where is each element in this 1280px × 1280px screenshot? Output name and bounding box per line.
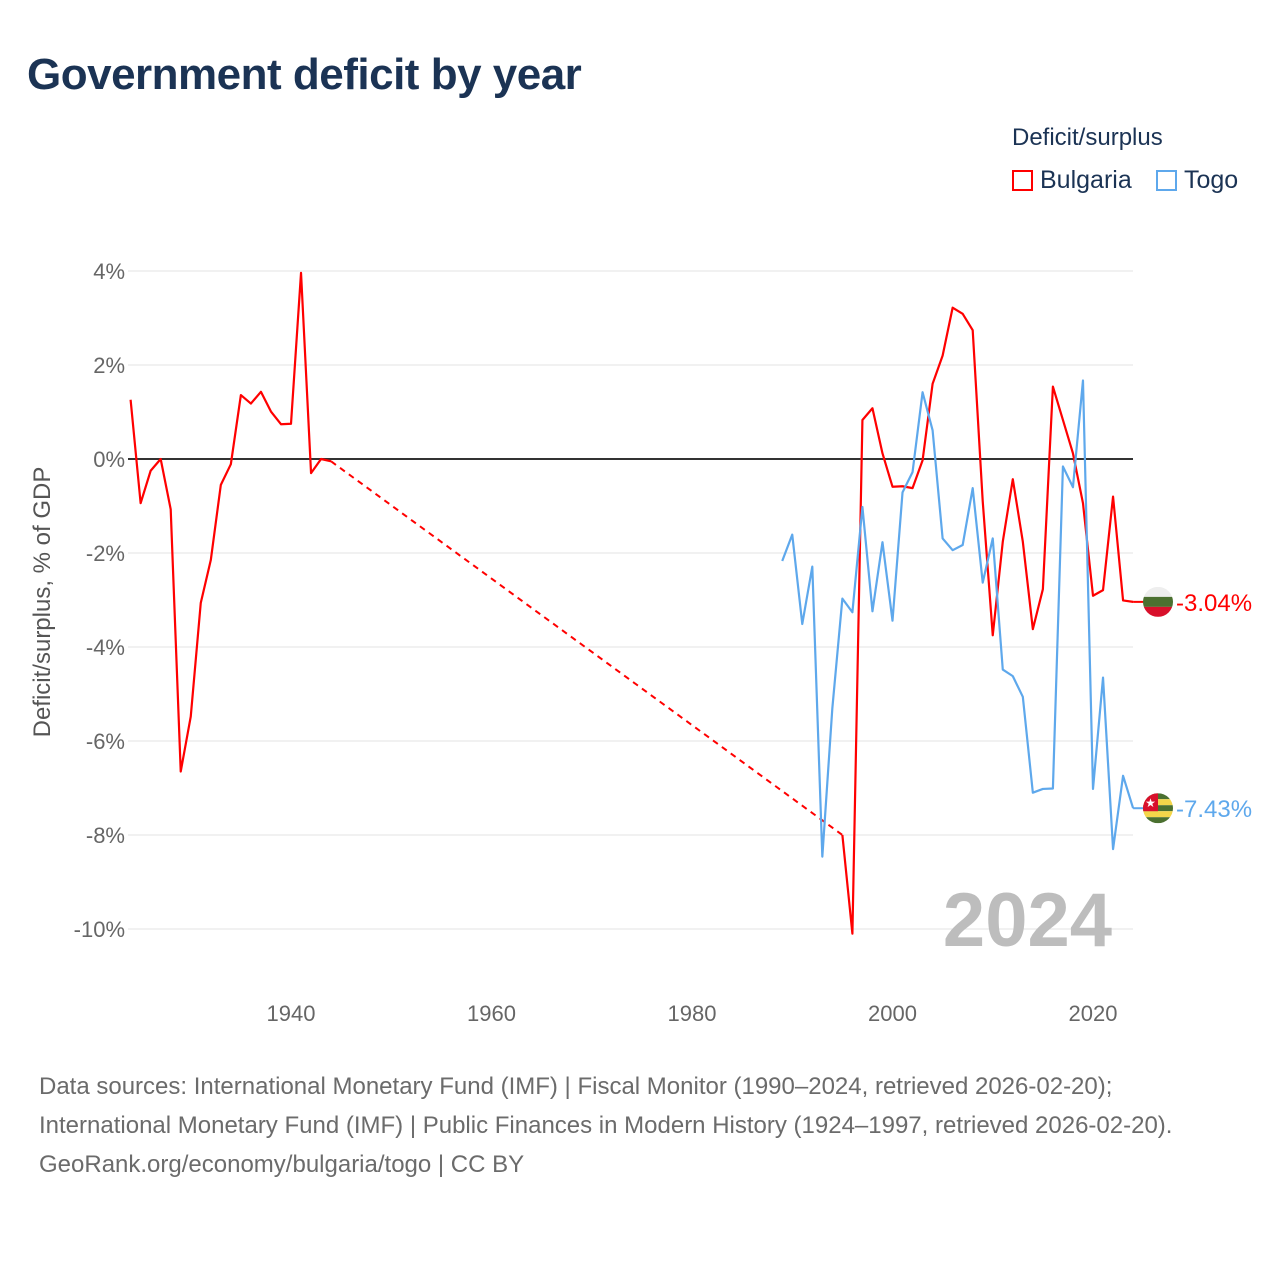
y-axis-label: Deficit/surplus, % of GDP	[29, 467, 56, 738]
flag-body: ★	[1143, 793, 1173, 824]
year-watermark: 2024	[943, 878, 1112, 963]
series-line-bulgaria	[841, 306, 1134, 935]
flag-stripe-green	[1143, 596, 1173, 607]
y-tick-label: -10%	[74, 917, 125, 942]
x-tick-label: 1940	[267, 1001, 316, 1026]
legend-label-bulgaria: Bulgaria	[1040, 166, 1132, 194]
flag-stripe	[1143, 811, 1173, 818]
end-label-togo: -7.43%	[1176, 796, 1252, 823]
flag-star: ★	[1145, 796, 1156, 810]
series-line-bulgaria	[129, 271, 332, 773]
credit-link[interactable]: GeoRank.org/economy/bulgaria/togo | CC B…	[39, 1151, 525, 1178]
x-tick-label: 2020	[1069, 1001, 1118, 1026]
chart-title: Government deficit by year	[27, 50, 582, 99]
legend-label-togo: Togo	[1184, 166, 1239, 194]
y-tick-label: 0%	[93, 447, 125, 472]
y-tick-label: -8%	[86, 823, 125, 848]
data-sources: Data sources: International Monetary Fun…	[39, 1073, 1173, 1139]
flag-stripe-red	[1143, 606, 1173, 617]
x-tick-label: 2000	[868, 1001, 917, 1026]
legend-title: Deficit/surplus	[1012, 124, 1163, 151]
bulgaria-flag-icon	[1143, 586, 1173, 617]
flag-stripe-white	[1143, 586, 1173, 597]
series-gap-bulgaria	[330, 460, 843, 836]
legend-item-bulgaria[interactable]: Bulgaria	[1012, 166, 1132, 195]
line-chart: 4% 2% 0% -2% -4% -6% -8% -10% 1940 1960 1980 2000 2…	[29, 259, 1252, 1026]
footer: Data sources: International Monetary Fun…	[39, 1067, 1249, 1184]
flag-stripe	[1143, 817, 1173, 824]
legend-swatch-bulgaria	[1012, 170, 1033, 191]
end-label-bulgaria: -3.04%	[1176, 590, 1252, 617]
legend-swatch-togo	[1156, 170, 1177, 191]
y-tick-label: 4%	[93, 259, 125, 284]
flag-body	[1143, 586, 1173, 617]
y-tick-label: -4%	[86, 635, 125, 660]
y-tick-label: -2%	[86, 541, 125, 566]
legend-item-togo[interactable]: Togo	[1156, 166, 1238, 195]
x-tick-label: 1980	[668, 1001, 717, 1026]
y-tick-label: -6%	[86, 729, 125, 754]
x-tick-label: 1960	[467, 1001, 516, 1026]
series-line-togo	[781, 379, 1135, 858]
y-tick-label: 2%	[93, 353, 125, 378]
togo-flag-icon: ★	[1143, 793, 1173, 824]
